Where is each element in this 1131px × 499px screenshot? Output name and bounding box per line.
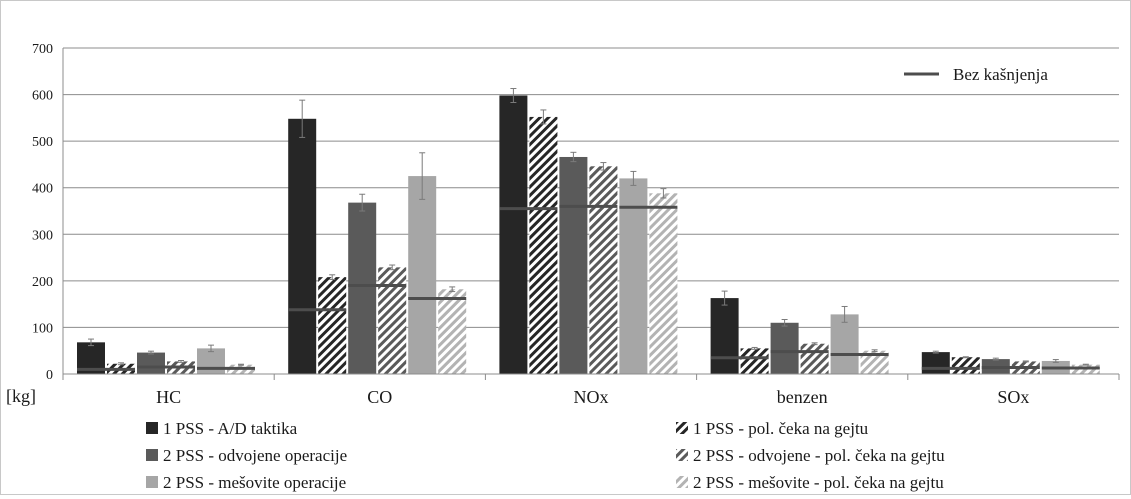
legend-swatch xyxy=(676,422,688,434)
bar xyxy=(710,298,739,374)
bar xyxy=(197,348,225,374)
bar xyxy=(438,289,467,374)
y-tick-label: 200 xyxy=(32,275,53,290)
bar xyxy=(559,156,588,374)
unit-label: [kg] xyxy=(6,386,36,406)
bar xyxy=(770,322,799,374)
category-label: benzen xyxy=(777,387,828,407)
legend-label: 2 PSS - odvojene operacije xyxy=(163,446,347,465)
y-tick-label: 300 xyxy=(32,228,53,243)
bar xyxy=(378,267,407,374)
bar xyxy=(921,352,950,374)
axes: 0 100 200 300 400 500 600 700 HC CO NOx benzen SOx [k… xyxy=(6,42,1120,407)
bar xyxy=(137,352,165,374)
category-label: HC xyxy=(156,387,181,407)
y-tick-label: 500 xyxy=(32,135,53,150)
bar xyxy=(348,202,377,374)
bar xyxy=(860,350,889,374)
legend-label: 2 PSS - mešovite - pol. čeka na gejtu xyxy=(693,473,944,492)
y-tick-label: 700 xyxy=(32,42,53,57)
legend-label: 2 PSS - odvojene - pol. čeka na gejtu xyxy=(693,446,945,465)
bar xyxy=(408,176,437,374)
legend-label: Bez kašnjenja xyxy=(953,65,1048,84)
bar xyxy=(619,178,648,374)
legend-label: 1 PSS - A/D taktika xyxy=(163,419,298,438)
legend: Bez kašnjenja 1 PSS - A/D taktika 1 PSS - … xyxy=(146,65,1048,492)
bar xyxy=(740,348,769,374)
y-tick-label: 400 xyxy=(32,182,53,197)
legend-label: 2 PSS - mešovite operacije xyxy=(163,473,346,492)
bars xyxy=(77,88,1100,374)
bar xyxy=(830,314,859,374)
bar xyxy=(529,116,558,374)
legend-swatch xyxy=(146,422,158,434)
bar xyxy=(589,166,618,374)
bar xyxy=(499,95,528,374)
legend-label: 1 PSS - pol. čeka na gejtu xyxy=(693,419,869,438)
bar xyxy=(800,343,829,374)
bar xyxy=(318,277,347,374)
reference-lines xyxy=(77,204,1100,371)
legend-swatch xyxy=(146,476,158,488)
legend-swatch xyxy=(676,476,688,488)
legend-swatch xyxy=(676,449,688,461)
y-tick-label: 100 xyxy=(32,321,53,336)
bar xyxy=(649,193,678,374)
bar xyxy=(951,357,980,374)
category-label: NOx xyxy=(574,387,609,407)
category-label: CO xyxy=(367,387,392,407)
y-tick-label: 600 xyxy=(32,89,53,104)
legend-swatch xyxy=(146,449,158,461)
category-label: SOx xyxy=(997,387,1029,407)
y-tick-label: 0 xyxy=(46,368,53,383)
bar xyxy=(288,118,317,374)
